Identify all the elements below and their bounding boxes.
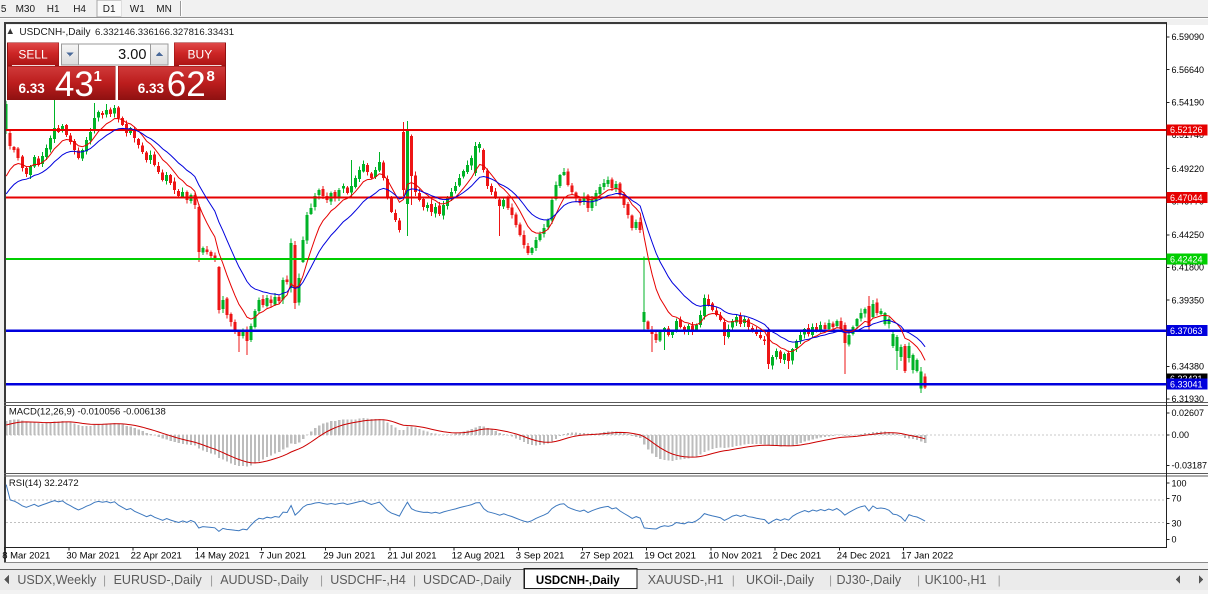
svg-text:6.52126: 6.52126 bbox=[1170, 125, 1203, 135]
svg-text:6.33214: 6.33214 bbox=[95, 27, 130, 38]
svg-text:6.41800: 6.41800 bbox=[1172, 263, 1205, 273]
svg-text:MACD(12,26,9) -0.010056 -0.006: MACD(12,26,9) -0.010056 -0.006138 bbox=[9, 407, 166, 418]
svg-text:6.37063: 6.37063 bbox=[1170, 326, 1203, 336]
svg-text:-0.03187: -0.03187 bbox=[1172, 461, 1208, 471]
svg-text:RSI(14) 32.2472: RSI(14) 32.2472 bbox=[9, 478, 79, 489]
svg-text:6.49220: 6.49220 bbox=[1172, 164, 1205, 174]
svg-text:USDCNH-,Daily: USDCNH-,Daily bbox=[19, 27, 90, 38]
svg-text:43: 43 bbox=[55, 65, 94, 104]
svg-text:SELL: SELL bbox=[18, 48, 48, 62]
svg-text:2 Dec 2021: 2 Dec 2021 bbox=[773, 551, 822, 562]
svg-text:UKOil-,Daily: UKOil-,Daily bbox=[746, 573, 815, 587]
svg-text:70: 70 bbox=[1172, 494, 1182, 504]
svg-text:6.32781: 6.32781 bbox=[165, 27, 200, 38]
svg-text:0.00: 0.00 bbox=[1172, 430, 1190, 440]
svg-text:USDX,Weekly: USDX,Weekly bbox=[17, 573, 97, 587]
svg-text:3 Sep 2021: 3 Sep 2021 bbox=[516, 551, 565, 562]
svg-text:6.31930: 6.31930 bbox=[1172, 394, 1205, 404]
svg-text:UK100-,H1: UK100-,H1 bbox=[925, 573, 987, 587]
svg-text:BUY: BUY bbox=[188, 48, 213, 62]
svg-text:6.33041: 6.33041 bbox=[1170, 379, 1203, 389]
svg-text:30: 30 bbox=[1172, 519, 1182, 529]
svg-text:|: | bbox=[103, 573, 106, 587]
svg-text:8: 8 bbox=[207, 68, 215, 85]
svg-text:30 Mar 2021: 30 Mar 2021 bbox=[66, 551, 119, 562]
svg-text:14 May 2021: 14 May 2021 bbox=[195, 551, 250, 562]
svg-text:H4: H4 bbox=[73, 4, 86, 15]
svg-text:3.00: 3.00 bbox=[118, 47, 146, 63]
svg-text:6.33616: 6.33616 bbox=[130, 27, 165, 38]
svg-text:12 Aug 2021: 12 Aug 2021 bbox=[452, 551, 505, 562]
svg-text:|: | bbox=[998, 573, 1001, 587]
svg-text:0.02607: 0.02607 bbox=[1172, 408, 1205, 418]
svg-text:29 Jun 2021: 29 Jun 2021 bbox=[323, 551, 375, 562]
svg-text:USDCAD-,Daily: USDCAD-,Daily bbox=[423, 573, 512, 587]
svg-text:8 Mar 2021: 8 Mar 2021 bbox=[2, 551, 50, 562]
svg-text:H1: H1 bbox=[47, 4, 60, 15]
svg-text:M30: M30 bbox=[16, 4, 36, 15]
svg-text:10 Nov 2021: 10 Nov 2021 bbox=[708, 551, 762, 562]
svg-text:6.33431: 6.33431 bbox=[199, 27, 234, 38]
svg-text:USDCNH-,Daily: USDCNH-,Daily bbox=[536, 575, 620, 587]
svg-text:6.42424: 6.42424 bbox=[1170, 254, 1203, 264]
svg-text:D1: D1 bbox=[103, 4, 116, 15]
svg-text:6.56640: 6.56640 bbox=[1172, 65, 1205, 75]
svg-text:0: 0 bbox=[1172, 535, 1177, 545]
svg-text:AUDUSD-,Daily: AUDUSD-,Daily bbox=[220, 573, 309, 587]
svg-text:24 Dec 2021: 24 Dec 2021 bbox=[837, 551, 891, 562]
svg-text:|: | bbox=[829, 573, 832, 587]
svg-text:100: 100 bbox=[1172, 478, 1187, 488]
svg-text:1: 1 bbox=[94, 68, 102, 85]
svg-text:6.47044: 6.47044 bbox=[1170, 193, 1203, 203]
svg-text:W1: W1 bbox=[130, 4, 145, 15]
svg-text:6.39350: 6.39350 bbox=[1172, 295, 1205, 305]
svg-text:|: | bbox=[917, 573, 920, 587]
svg-text:22 Apr 2021: 22 Apr 2021 bbox=[131, 551, 182, 562]
svg-text:27 Sep 2021: 27 Sep 2021 bbox=[580, 551, 634, 562]
svg-text:19 Oct 2021: 19 Oct 2021 bbox=[644, 551, 696, 562]
svg-text:|: | bbox=[320, 573, 323, 587]
svg-text:|: | bbox=[210, 573, 213, 587]
svg-text:MN: MN bbox=[156, 4, 172, 15]
svg-text:XAUUSD-,H1: XAUUSD-,H1 bbox=[648, 573, 724, 587]
svg-text:|: | bbox=[732, 573, 735, 587]
svg-text:21 Jul 2021: 21 Jul 2021 bbox=[387, 551, 436, 562]
svg-text:62: 62 bbox=[167, 65, 206, 104]
svg-text:6.33: 6.33 bbox=[19, 81, 46, 96]
svg-text:DJ30-,Daily: DJ30-,Daily bbox=[837, 573, 902, 587]
svg-text:6.54190: 6.54190 bbox=[1172, 98, 1205, 108]
svg-text:7 Jun 2021: 7 Jun 2021 bbox=[259, 551, 306, 562]
svg-text:EURUSD-,Daily: EURUSD-,Daily bbox=[114, 573, 203, 587]
svg-text:6.44250: 6.44250 bbox=[1172, 230, 1205, 240]
svg-text:17 Jan 2022: 17 Jan 2022 bbox=[901, 551, 953, 562]
svg-text:6.34380: 6.34380 bbox=[1172, 362, 1205, 372]
svg-text:6.59090: 6.59090 bbox=[1172, 32, 1205, 42]
svg-text:USDCHF-,H4: USDCHF-,H4 bbox=[330, 573, 406, 587]
svg-text:|: | bbox=[413, 573, 416, 587]
svg-text:5: 5 bbox=[1, 4, 7, 15]
svg-text:6.33: 6.33 bbox=[138, 81, 165, 96]
